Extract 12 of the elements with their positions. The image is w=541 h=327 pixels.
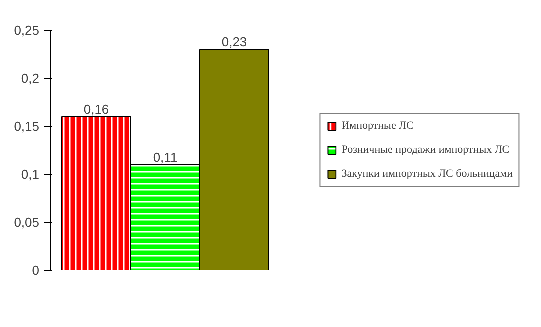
y-tick-label: 0,05 <box>14 215 40 230</box>
y-tick-label: 0,15 <box>14 119 40 134</box>
y-tick-label: 0,2 <box>21 71 40 86</box>
legend-label: Импортные ЛС <box>342 120 414 132</box>
legend-label: Закупки импортных ЛС больницами <box>342 168 513 180</box>
data-label: 0,23 <box>222 34 248 50</box>
data-label: 0,16 <box>84 102 110 117</box>
y-tick-label: 0,25 <box>14 23 40 38</box>
legend-label: Розничные продажи импортных ЛС <box>342 144 510 156</box>
y-tick-label: 0,1 <box>21 167 40 182</box>
data-label: 0,11 <box>153 150 178 165</box>
y-tick-label: 0 <box>32 263 40 278</box>
